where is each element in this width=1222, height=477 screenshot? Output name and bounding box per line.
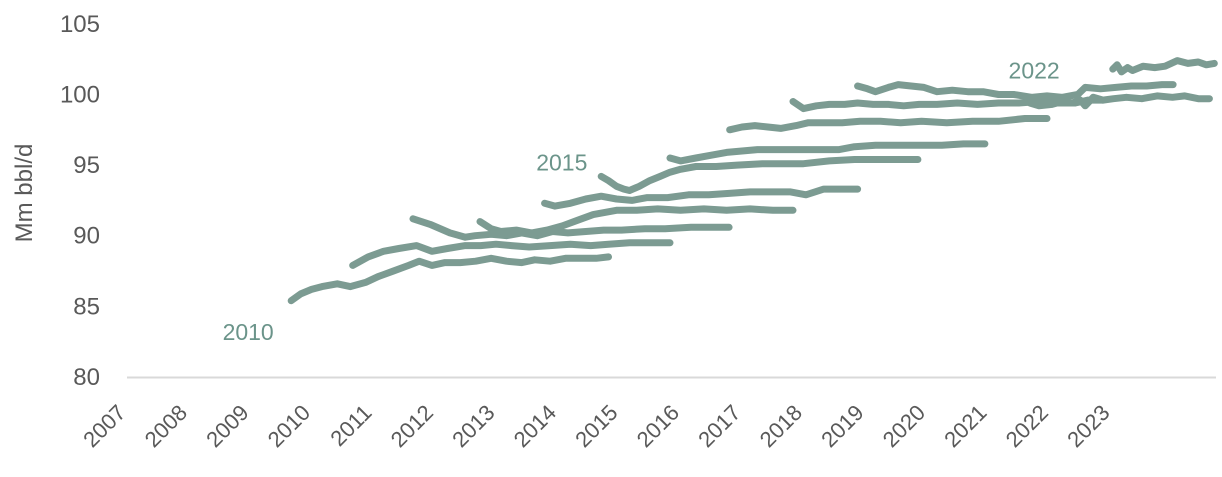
y-tick-label-85: 85	[73, 293, 100, 320]
annotation-2010: 2010	[223, 319, 274, 345]
series-layer	[287, 57, 1218, 305]
series-2019-line	[854, 81, 1177, 101]
x-tick-label-2009: 2009	[201, 400, 253, 452]
x-tick-label-2019: 2019	[816, 400, 868, 452]
y-tick-label-100: 100	[60, 81, 100, 108]
series-2015-line	[597, 156, 922, 194]
y-tick-label-90: 90	[73, 223, 100, 250]
y-tick-label-80: 80	[73, 364, 100, 391]
x-tick-label-2012: 2012	[386, 400, 438, 452]
y-tick-label-95: 95	[73, 152, 100, 179]
annotation-layer: 2010 2015 2022	[223, 57, 1060, 344]
series-2022-line	[1026, 92, 1213, 110]
x-tick-label-2010: 2010	[263, 400, 315, 452]
y-tick-label-105: 105	[60, 11, 100, 38]
x-tick-label-2022: 2022	[1001, 400, 1053, 452]
series-2017-line	[726, 115, 1051, 134]
x-tick-label-2023: 2023	[1062, 400, 1114, 452]
series-2023-line	[1109, 57, 1218, 76]
x-tick-label-2013: 2013	[447, 400, 499, 452]
series-2010-line	[287, 253, 612, 305]
x-tick-label-2014: 2014	[509, 400, 561, 452]
x-tick-label-2016: 2016	[632, 400, 684, 452]
x-tick-label-2008: 2008	[140, 400, 192, 452]
x-tick-label-2021: 2021	[939, 400, 991, 452]
annotation-2015: 2015	[536, 149, 587, 175]
x-tick-label-2020: 2020	[878, 400, 930, 452]
y-axis-title: Mm bbl/d	[11, 144, 38, 243]
x-tick-label-2011: 2011	[325, 400, 376, 451]
series-2013-line	[476, 205, 797, 237]
x-tick-label-2015: 2015	[570, 400, 622, 452]
x-tick-label-2007: 2007	[78, 400, 130, 452]
annotation-2022: 2022	[1009, 57, 1060, 83]
series-2011-line	[349, 239, 674, 269]
series-2014-line	[541, 185, 862, 210]
series-2016-line	[666, 140, 989, 165]
x-tick-label-2018: 2018	[755, 400, 807, 452]
x-tick-label-2017: 2017	[693, 400, 745, 452]
